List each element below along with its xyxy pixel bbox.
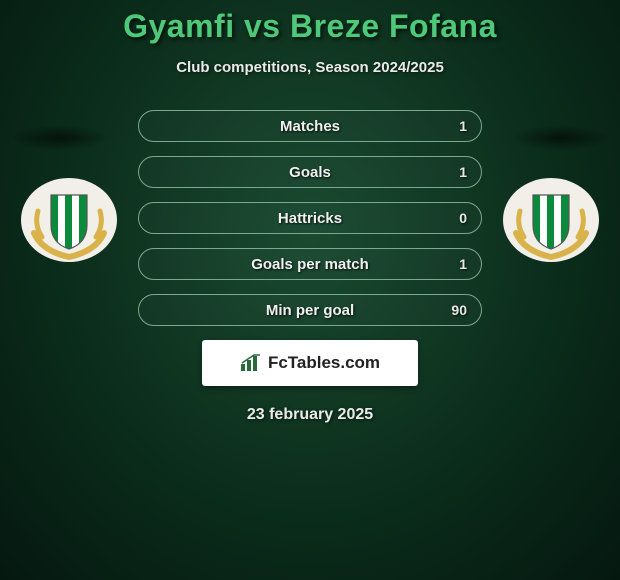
- stat-label: Matches: [139, 118, 481, 135]
- stats-container: Matches1 Goals1 Hattricks0 Goals per match1…: [138, 110, 482, 326]
- fctables-logo[interactable]: FcTables.com: [202, 340, 418, 386]
- bar-chart-icon: [240, 354, 262, 372]
- stat-label: Min per goal: [139, 302, 481, 319]
- subtitle: Club competitions, Season 2024/2025: [0, 59, 620, 76]
- stat-row: Min per goal90: [138, 294, 482, 326]
- stat-row: Goals per match1: [138, 248, 482, 280]
- shadow-left: [10, 125, 110, 151]
- date: 23 february 2025: [0, 406, 620, 424]
- club-badge-right: [500, 175, 602, 265]
- page-title: Gyamfi vs Breze Fofana: [0, 0, 620, 45]
- stat-label: Hattricks: [139, 210, 481, 227]
- stat-label: Goals: [139, 164, 481, 181]
- stat-label: Goals per match: [139, 256, 481, 273]
- club-badge-left: [18, 175, 120, 265]
- shadow-right: [510, 125, 610, 151]
- stat-row: Matches1: [138, 110, 482, 142]
- stat-row: Hattricks0: [138, 202, 482, 234]
- stat-row: Goals1: [138, 156, 482, 188]
- logo-text: FcTables.com: [268, 353, 380, 373]
